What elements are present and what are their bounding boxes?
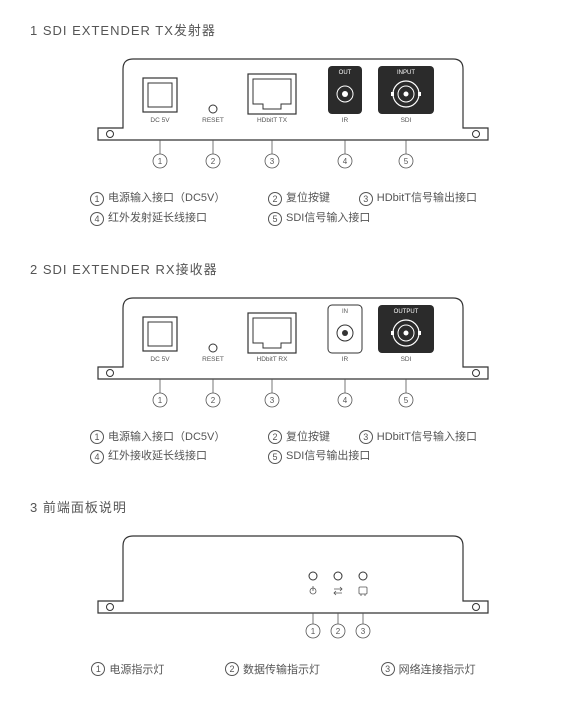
svg-text:IN: IN xyxy=(342,309,348,315)
svg-text:4: 4 xyxy=(342,157,347,166)
svg-text:2: 2 xyxy=(335,627,340,636)
svg-text:SDI: SDI xyxy=(400,356,411,363)
svg-text:2: 2 xyxy=(210,396,215,405)
section-rx-title: 2 SDI EXTENDER RX接收器 xyxy=(30,259,555,278)
svg-text:RESET: RESET xyxy=(202,356,224,363)
svg-text:3: 3 xyxy=(269,157,274,166)
tx-port4-header: OUT xyxy=(338,70,351,76)
svg-text:HDbitT RX: HDbitT RX xyxy=(256,356,288,363)
svg-text:OUTPUT: OUTPUT xyxy=(393,309,418,315)
svg-text:2: 2 xyxy=(210,157,215,166)
section-front: 3 前端面板说明 xyxy=(30,497,555,677)
tx-port4-label: IR xyxy=(341,117,348,124)
svg-text:3: 3 xyxy=(360,627,365,636)
svg-text:IR: IR xyxy=(341,356,348,363)
section-rx: 2 SDI EXTENDER RX接收器 DC 5V RESET HDbitT … xyxy=(30,259,555,468)
front-diagram: 1 2 3 xyxy=(30,531,555,646)
svg-text:1: 1 xyxy=(157,157,162,166)
svg-text:1: 1 xyxy=(310,627,315,636)
svg-text:DC 5V: DC 5V xyxy=(150,356,170,363)
section-front-title: 3 前端面板说明 xyxy=(30,497,555,516)
front-legend: 1电源指示灯 2数据传输指示灯 3网络连接指示灯 xyxy=(70,661,515,677)
tx-port5-label: SDI xyxy=(400,117,411,124)
tx-port3-label: HDbitT TX xyxy=(256,117,287,124)
section-tx: 1 SDI EXTENDER TX发射器 DC 5V RESET HDbitT … xyxy=(30,20,555,229)
svg-text:4: 4 xyxy=(342,396,347,405)
tx-port5-header: INPUT xyxy=(397,70,415,76)
tx-port1-label: DC 5V xyxy=(150,117,170,124)
rx-legend: 1电源输入接口（DC5V） 2复位按键 3HDbitT信号输入接口 4红外接收延… xyxy=(90,428,495,468)
svg-text:5: 5 xyxy=(403,157,408,166)
svg-text:3: 3 xyxy=(269,396,274,405)
tx-port2-label: RESET xyxy=(202,117,224,124)
svg-text:5: 5 xyxy=(403,396,408,405)
tx-diagram: DC 5V RESET HDbitT TX OUT IR INPUT SDI xyxy=(30,54,555,174)
section-tx-title: 1 SDI EXTENDER TX发射器 xyxy=(30,20,555,39)
tx-legend: 1电源输入接口（DC5V） 2复位按键 3HDbitT信号输出接口 4红外发射延… xyxy=(90,189,495,229)
rx-diagram: DC 5V RESET HDbitT RX IN IR OUTPUT SDI xyxy=(30,293,555,413)
svg-text:1: 1 xyxy=(157,396,162,405)
